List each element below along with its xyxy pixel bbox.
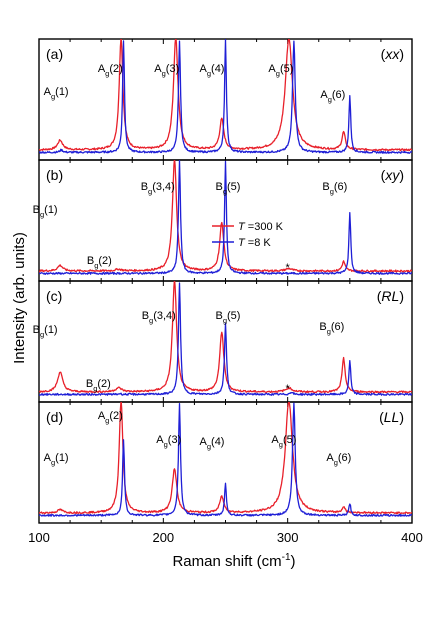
x-tick-label: 200	[152, 530, 174, 545]
series-line-300k	[39, 281, 412, 394]
panel-label: (a)	[46, 46, 63, 62]
panel-label: (c)	[46, 288, 62, 304]
series-line-8k	[39, 39, 412, 154]
series-line-8k	[39, 402, 412, 517]
peak-label: Ag(4)	[200, 436, 225, 451]
polarization-label: (xy)	[381, 167, 404, 183]
panel-ticks	[38, 402, 413, 523]
peak-label: Bg(6)	[322, 181, 347, 196]
series-line-300k	[39, 160, 412, 273]
peak-label: Bg(5)	[216, 181, 241, 196]
peak-label: Bg(1)	[33, 324, 58, 339]
x-tick-label: 100	[28, 530, 50, 545]
asterisk-annotation: *	[286, 262, 291, 274]
peak-label: Ag(6)	[326, 452, 351, 467]
panel-d: (d) (LL) Ag(1) Ag(2) Ag(3) Ag(4) Ag(5) Ag(6)	[38, 401, 413, 524]
panel-a: (a) (xx) Ag(1) Ag(2) Ag(3) Ag(4) Ag(5) Ag(6)	[38, 38, 413, 161]
polarization-label: (xx)	[381, 46, 404, 62]
legend: T =300 K T =8 K	[212, 221, 284, 249]
peak-label: Ag(2)	[98, 63, 123, 78]
peak-label: Bg(5)	[216, 310, 241, 325]
x-axis-title: Raman shift (cm-1)	[172, 552, 295, 570]
asterisk-annotation: *	[286, 383, 291, 395]
panel-frame	[38, 401, 413, 524]
panel-b: (b) (xy) Bg(1) Bg(2) Bg(3,4) Bg(5) Bg(6)	[33, 159, 413, 282]
series-line-8k	[39, 282, 412, 396]
peak-label: Ag(5)	[271, 434, 296, 449]
x-tick-label: 400	[401, 530, 423, 545]
series-line-8k	[39, 160, 412, 275]
peak-label: Bg(3,4)	[142, 310, 176, 325]
peak-label: Bg(2)	[87, 255, 112, 270]
series-line-300k	[39, 39, 412, 152]
x-tick-label: 300	[277, 530, 299, 545]
peak-label: Ag(1)	[44, 452, 69, 467]
peak-label: Bg(6)	[319, 321, 344, 336]
polarization-label: (RL)	[377, 288, 404, 304]
panel-c: (c) (RL) Bg(1) Bg(2) Bg(3,4) Bg(5) Bg(6)	[33, 280, 413, 403]
legend-entry: T =300 K	[238, 221, 284, 233]
peak-label: Ag(6)	[320, 89, 345, 104]
y-axis-title: Intensity (arb. units)	[11, 232, 28, 364]
panel-label: (d)	[46, 409, 63, 425]
panels: (a) (xx) Ag(1) Ag(2) Ag(3) Ag(4) Ag(5) Ag(6) (b)…	[33, 38, 413, 524]
peak-label: Ag(4)	[200, 63, 225, 78]
panel-label: (b)	[46, 167, 63, 183]
panel-ticks	[38, 160, 413, 281]
peak-label: Bg(3,4)	[141, 181, 175, 196]
peak-label: Ag(2)	[98, 410, 123, 425]
peak-label: Bg(2)	[86, 378, 111, 393]
polarization-label: (LL)	[379, 409, 404, 425]
series-line-300k	[39, 402, 412, 515]
peak-label: Ag(1)	[44, 86, 69, 101]
peak-label: Ag(5)	[268, 63, 293, 78]
x-axis: 100 200 300 400	[28, 530, 423, 545]
peak-label: Bg(1)	[33, 204, 58, 219]
peak-label: Ag(3)	[156, 434, 181, 449]
peak-label: Ag(3)	[154, 63, 179, 78]
legend-entry: T =8 K	[238, 237, 271, 249]
